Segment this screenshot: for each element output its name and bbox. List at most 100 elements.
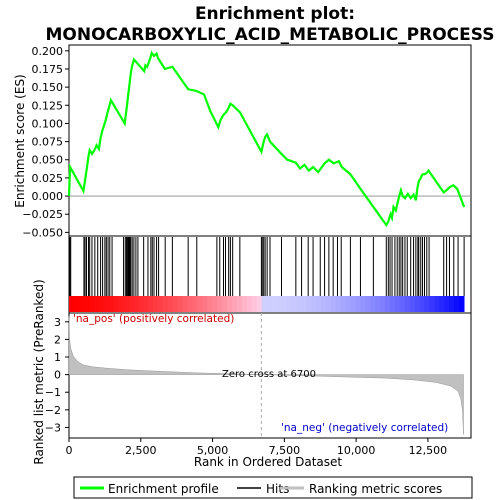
- es-y-tick-label: −0.050: [22, 226, 63, 239]
- rank-bar-segment: [241, 296, 248, 312]
- x-tick-label: 7,500: [269, 444, 301, 457]
- rank-bar-segment: [345, 296, 351, 312]
- es-y-tick-label: 0.125: [32, 99, 64, 112]
- rank-bar-segment: [320, 296, 327, 312]
- rank-bar-segment: [256, 296, 263, 312]
- rank-bar-segment: [152, 296, 159, 312]
- rank-bar-segment: [123, 296, 129, 312]
- rank-bar-segment: [177, 296, 183, 312]
- x-tick-label: 2,500: [125, 444, 157, 457]
- rank-bar-segment: [231, 296, 238, 312]
- rank-bar-segment: [404, 296, 411, 312]
- legend-box: [73, 476, 473, 499]
- rank-bar-segment: [202, 296, 208, 312]
- x-axis-label: Rank in Ordered Dataset: [194, 455, 342, 469]
- rank-bar-segment: [414, 296, 421, 312]
- rank-bar-segment: [429, 296, 435, 312]
- rank-bar-segment: [98, 296, 104, 312]
- legend-metric-label: Ranking metric scores: [309, 482, 442, 496]
- es-y-tick-label: 0.075: [32, 136, 64, 149]
- rank-bar-segment: [207, 296, 213, 312]
- es-y-tick-label: 0.100: [32, 117, 64, 130]
- rank-bar-segment: [197, 296, 203, 312]
- rank-bar-segment: [182, 296, 188, 312]
- rank-bar-segment: [311, 296, 317, 312]
- neg-correlated-label: 'na_neg' (negatively correlated): [281, 422, 448, 434]
- rank-bar-segment: [162, 296, 169, 312]
- rank-bar-segment: [340, 296, 346, 312]
- legend-enrichment-label: Enrichment profile: [108, 482, 219, 496]
- rank-bar-segment: [138, 296, 144, 312]
- rank-bar-segment: [212, 296, 218, 312]
- rank-bar-segment: [335, 296, 342, 312]
- chart-title-line1: Enrichment plot:: [195, 4, 355, 24]
- rank-bar-segment: [330, 296, 337, 312]
- metric-y-axis-label: Ranked list metric (PreRanked): [32, 279, 46, 464]
- rank-bar-segment: [261, 296, 267, 312]
- rank-bar-segment: [103, 296, 109, 312]
- rank-bar-segment: [291, 296, 297, 312]
- rank-bar-segment: [192, 296, 198, 312]
- rank-bar-segment: [409, 296, 416, 312]
- rank-bar-segment: [286, 296, 292, 312]
- hits-panel: [68, 235, 472, 314]
- rank-bar-segment: [325, 296, 332, 312]
- x-tick-label: 10,000: [337, 444, 376, 457]
- rank-bar-segment: [449, 296, 455, 312]
- es-y-tick-label: 0.000: [32, 190, 64, 203]
- rank-bar-segment: [227, 296, 233, 312]
- rank-bar-segment: [360, 296, 366, 312]
- rank-bar-segment: [394, 296, 401, 312]
- metric-y-tick-label: 1: [54, 351, 61, 364]
- rank-bar-segment: [365, 296, 371, 312]
- rank-bar-segment: [108, 296, 114, 312]
- rank-bar-segment: [424, 296, 430, 312]
- rank-bar-segment: [78, 296, 85, 312]
- metric-y-tick-label: 0: [54, 369, 61, 382]
- rank-bar-segment: [454, 296, 460, 312]
- rank-bar-segment: [93, 296, 100, 312]
- metric-y-tick-label: −2: [45, 404, 61, 417]
- enrichment-profile-line: [67, 50, 466, 228]
- rank-bar-segment: [88, 296, 95, 312]
- es-panel: −0.050 −0.025 0.000 0.025 0.050 0.075 0.100 0.1…: [13, 44, 472, 239]
- zero-cross-label: Zero cross at 6700: [222, 369, 316, 380]
- legend: Enrichment profile Hits Ranking metric s…: [73, 476, 473, 499]
- rank-bar-segment: [157, 296, 164, 312]
- es-y-tick-label: 0.175: [32, 63, 64, 76]
- es-y-tick-label: 0.200: [32, 45, 64, 58]
- rank-bar-segment: [167, 296, 174, 312]
- rank-bar-segment: [128, 296, 134, 312]
- rank-bar-segment: [118, 296, 124, 312]
- metric-y-tick-label: −1: [45, 386, 61, 399]
- x-tick-label: 0: [66, 444, 73, 457]
- rank-bar-segment: [143, 296, 149, 312]
- metric-y-tick-label: 2: [54, 333, 61, 346]
- rank-bar-segment: [276, 296, 282, 312]
- rank-bar-segment: [148, 296, 154, 312]
- rank-bar-segment: [306, 296, 312, 312]
- rank-bar-segment: [69, 296, 75, 312]
- legend-hits-label: Hits: [266, 482, 289, 496]
- rank-bar-segment: [380, 296, 386, 312]
- es-y-tick-label: 0.050: [32, 154, 64, 167]
- rank-bar-segment: [266, 296, 272, 312]
- es-y-tick-label: 0.025: [32, 172, 64, 185]
- rank-bar-segment: [172, 296, 179, 312]
- rank-bar-segment: [375, 296, 381, 312]
- chart-title-line2: MONOCARBOXYLIC_ACID_METABOLIC_PROCESS: [45, 25, 494, 45]
- rank-bar-segment: [459, 296, 465, 312]
- rank-bar-segment: [271, 296, 277, 312]
- rank-bar-segment: [301, 296, 307, 312]
- rank-bar-segment: [350, 296, 356, 312]
- rank-bar-segment: [399, 296, 406, 312]
- rank-bar-segment: [133, 296, 139, 312]
- rank-bar-segment: [187, 296, 193, 312]
- es-y-tick-label: 0.150: [32, 81, 64, 94]
- rank-bar-segment: [385, 296, 391, 312]
- x-tick-label: 5,000: [197, 444, 229, 457]
- rank-bar-segment: [444, 296, 450, 312]
- metric-y-tick-label: −3: [45, 421, 61, 434]
- pos-correlated-label: 'na_pos' (positively correlated): [73, 313, 234, 325]
